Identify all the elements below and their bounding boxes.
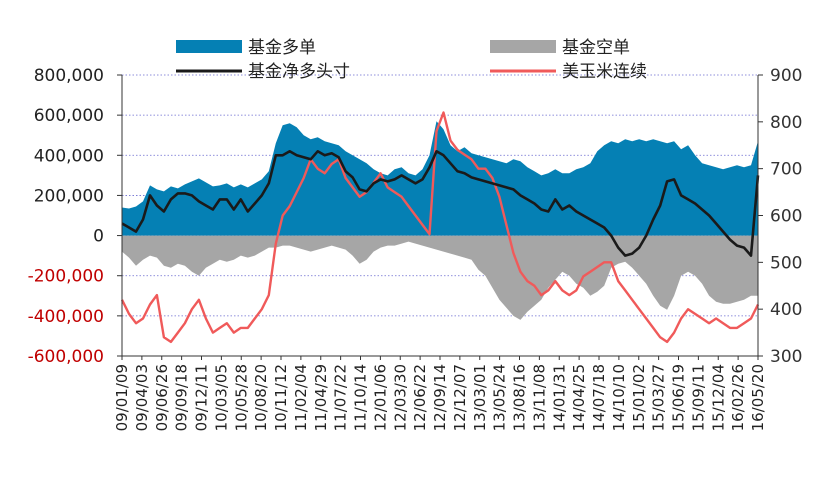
line-series bbox=[120, 111, 760, 344]
x-tick-label-18: 13/03/01 bbox=[471, 364, 489, 431]
x-tick-label-3: 09/09/18 bbox=[173, 364, 191, 431]
left-tick-label-5: -200,000 bbox=[28, 267, 104, 287]
x-tick-label-25: 14/10/10 bbox=[610, 364, 628, 431]
x-tick-label-7: 10/08/20 bbox=[252, 364, 270, 431]
x-tick-label-2: 09/06/26 bbox=[153, 364, 171, 431]
x-tick-label-8: 10/11/12 bbox=[272, 364, 290, 431]
legend-label-3: 美玉米连续 bbox=[562, 62, 647, 82]
x-tick-label-10: 11/04/29 bbox=[312, 364, 330, 431]
right-tick-label-1: 800 bbox=[770, 113, 802, 133]
x-tick-label-16: 12/09/14 bbox=[431, 364, 449, 431]
right-tick-label-2: 700 bbox=[770, 160, 802, 180]
x-tick-label-11: 11/07/22 bbox=[332, 364, 350, 431]
x-tick-label-23: 14/04/25 bbox=[570, 364, 588, 431]
x-tick-label-19: 13/05/24 bbox=[491, 364, 509, 431]
x-tick-label-32: 16/05/20 bbox=[749, 364, 767, 431]
x-tick-label-6: 10/05/28 bbox=[232, 364, 250, 431]
x-tick-label-27: 15/03/27 bbox=[650, 364, 668, 431]
legend-label-1: 基金空单 bbox=[562, 38, 630, 58]
legend-swatch-1 bbox=[490, 40, 556, 53]
series-fund-long-area bbox=[122, 121, 758, 236]
x-tick-label-20: 13/08/16 bbox=[511, 364, 529, 431]
x-tick-label-26: 15/01/02 bbox=[630, 364, 648, 431]
right-tick-label-6: 300 bbox=[770, 347, 802, 367]
x-tick-label-29: 15/09/11 bbox=[689, 364, 707, 431]
x-tick-label-22: 14/01/31 bbox=[550, 364, 568, 431]
x-tick-label-28: 15/06/19 bbox=[670, 364, 688, 431]
left-tick-label-7: -600,000 bbox=[28, 347, 104, 367]
right-tick-label-4: 500 bbox=[770, 253, 802, 273]
x-tick-label-15: 12/06/22 bbox=[411, 364, 429, 431]
series-fund-short-area bbox=[122, 235, 758, 320]
axes: 800,000 600,000 400,000 200,000 0 -200,000 -40… bbox=[28, 66, 803, 431]
x-tick-label-9: 11/02/04 bbox=[292, 364, 310, 431]
legend-label-2: 基金净多头寸 bbox=[248, 62, 350, 82]
x-tick-label-24: 14/07/18 bbox=[590, 364, 608, 431]
left-tick-label-0: 800,000 bbox=[34, 66, 104, 86]
x-tick-label-21: 13/11/08 bbox=[530, 364, 548, 431]
x-tick-label-14: 12/03/30 bbox=[391, 364, 409, 431]
x-tick-label-12: 11/10/14 bbox=[352, 364, 370, 431]
x-tick-label-1: 09/04/03 bbox=[133, 364, 151, 431]
left-tick-label-2: 400,000 bbox=[34, 146, 104, 166]
left-tick-label-4: 0 bbox=[93, 227, 104, 247]
x-tick-label-31: 16/02/26 bbox=[729, 364, 747, 431]
x-tick-label-17: 12/12/07 bbox=[451, 364, 469, 431]
series-corn-price-line bbox=[120, 111, 760, 344]
left-tick-label-6: -400,000 bbox=[28, 307, 104, 327]
series-fund-net-line bbox=[121, 150, 760, 257]
x-tick-label-4: 09/12/11 bbox=[193, 364, 211, 431]
left-tick-label-3: 200,000 bbox=[34, 186, 104, 206]
x-tick-label-0: 09/01/09 bbox=[113, 364, 131, 431]
right-tick-label-5: 400 bbox=[770, 300, 802, 320]
legend-label-0: 基金多单 bbox=[248, 38, 316, 58]
x-tick-label-30: 15/12/04 bbox=[709, 364, 727, 431]
left-tick-label-1: 600,000 bbox=[34, 106, 104, 126]
right-tick-label-0: 900 bbox=[770, 66, 802, 86]
x-tick-label-13: 12/01/06 bbox=[371, 364, 389, 431]
right-tick-label-3: 600 bbox=[770, 207, 802, 227]
x-tick-label-5: 10/03/05 bbox=[212, 364, 230, 431]
area-series bbox=[122, 121, 758, 320]
legend-swatch-0 bbox=[176, 40, 242, 53]
